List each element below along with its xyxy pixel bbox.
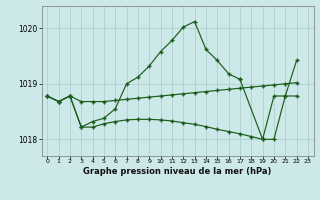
- X-axis label: Graphe pression niveau de la mer (hPa): Graphe pression niveau de la mer (hPa): [84, 167, 272, 176]
